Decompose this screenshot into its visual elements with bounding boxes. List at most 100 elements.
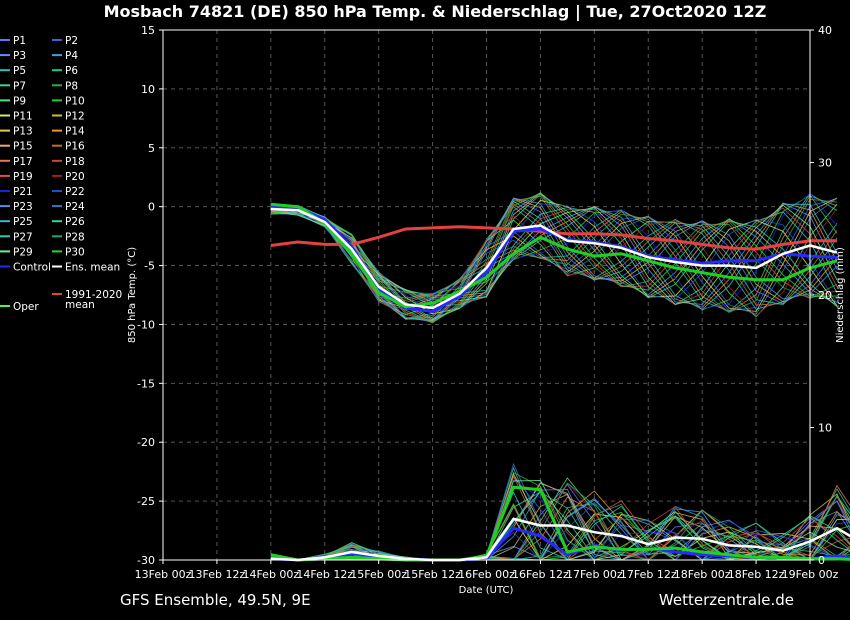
legend-label: P8	[65, 80, 78, 92]
y-left-tick-label: 5	[148, 142, 155, 155]
x-tick-label: 13Feb 12z	[189, 568, 246, 581]
legend-label: P3	[13, 50, 26, 62]
y-axis-left-label: 850 hPa Temp. (°C)	[127, 247, 138, 343]
legend-item: P8	[52, 80, 78, 92]
y-left-tick-label: -15	[137, 377, 155, 390]
chart-title: Mosbach 74821 (DE) 850 hPa Temp. & Niede…	[104, 2, 767, 22]
legend-item: P21	[0, 186, 33, 198]
x-tick-label: 17Feb 00z	[566, 568, 623, 581]
legend-item: P26	[52, 216, 85, 228]
legend-item: P13	[0, 126, 33, 138]
ens-mean-precip-line	[270, 517, 850, 562]
legend-label: P14	[65, 126, 85, 138]
temp-member-line	[270, 198, 838, 313]
y-right-tick-label: 0	[818, 554, 825, 567]
legend-item: P28	[52, 231, 85, 243]
legend-item: P20	[52, 171, 85, 183]
x-tick-label: 14Feb 00z	[242, 568, 299, 581]
legend-item: P23	[0, 201, 33, 213]
x-tick-label: 19Feb 00z	[782, 568, 839, 581]
legend-item: P5	[0, 65, 26, 77]
legend-item: P19	[0, 171, 33, 183]
temp-member-line	[270, 192, 838, 323]
y-left-tick-label: -5	[144, 260, 155, 273]
legend-label: P20	[65, 171, 85, 183]
legend-label: P28	[65, 231, 85, 243]
x-tick-label: 14Feb 12z	[296, 568, 353, 581]
y-left-tick-label: -20	[137, 436, 155, 449]
y-axis-right: 40 30 20 10 0	[810, 24, 832, 567]
legend-label: P10	[65, 95, 85, 107]
temp-member-line	[270, 207, 838, 306]
legend-item: P1	[0, 35, 26, 47]
y-right-tick-label: 20	[818, 289, 832, 302]
temp-member-line	[270, 204, 838, 305]
legend-label: P30	[65, 246, 85, 258]
legend-label: P25	[13, 216, 33, 228]
legend-label: P17	[13, 156, 33, 168]
main-series	[270, 202, 850, 562]
legend-label: P16	[65, 141, 85, 153]
y-left-tick-label: -10	[137, 318, 155, 331]
temp-member-line	[270, 203, 838, 313]
legend-label: P2	[65, 35, 78, 47]
legend-label: P29	[13, 246, 33, 258]
y-right-tick-label: 30	[818, 157, 832, 170]
legend-item: P25	[0, 216, 33, 228]
temp-member-line	[270, 204, 838, 317]
x-tick-label: 18Feb 00z	[674, 568, 731, 581]
legend-item: P10	[52, 95, 85, 107]
legend-label: 1991-2020	[65, 289, 122, 301]
legend-label: P27	[13, 231, 33, 243]
x-tick-label: 16Feb 00z	[458, 568, 515, 581]
legend-item: P14	[52, 126, 85, 138]
legend-item: Ens. mean	[52, 262, 120, 274]
legend-label: Oper	[13, 301, 39, 313]
legend-item: P15	[0, 141, 33, 153]
legend-label: P19	[13, 171, 33, 183]
precip-member-line	[270, 479, 850, 561]
legend-label: Ens. mean	[65, 262, 120, 274]
legend-label: Control	[13, 262, 51, 274]
x-axis-label: Date (UTC)	[459, 585, 514, 596]
y-left-tick-label: -25	[137, 495, 155, 508]
legend-label: P9	[13, 95, 26, 107]
oper-temp-line	[270, 202, 838, 309]
x-tick-label: 15Feb 12z	[404, 568, 461, 581]
legend-item: P30	[52, 246, 85, 258]
legend-item: P24	[52, 201, 85, 213]
y-axis-right-label: Niederschlag (mm)	[835, 247, 846, 343]
precip-member-line	[270, 491, 850, 561]
y-right-tick-label: 40	[818, 24, 832, 37]
temp-member-line	[270, 193, 838, 324]
legend-item: P6	[52, 65, 78, 77]
legend-label: P7	[13, 80, 26, 92]
legend-item: P11	[0, 111, 33, 123]
legend-item: P9	[0, 95, 26, 107]
y-axis-left: 15 10 5 0 -5 -10 -15 -20 -25 -30	[137, 24, 163, 567]
legend-label: P23	[13, 201, 33, 213]
y-left-tick-label: 15	[141, 24, 155, 37]
legend: P1 P2 P3 P4 P5 P6 P7 P8 P9 P10 P11 P12 P13 P14 P15 P16 P…	[0, 35, 122, 313]
legend-item: P29	[0, 246, 33, 258]
legend-label: P15	[13, 141, 33, 153]
temp-member-line	[270, 197, 838, 323]
legend-label: P6	[65, 65, 78, 77]
precip-member-line	[270, 502, 850, 561]
x-tick-label: 16Feb 12z	[512, 568, 569, 581]
legend-label: P22	[65, 186, 85, 198]
x-tick-label: 18Feb 12z	[728, 568, 785, 581]
legend-label: P24	[65, 201, 85, 213]
legend-item: P27	[0, 231, 33, 243]
legend-item: P2	[52, 35, 78, 47]
legend-item: P4	[52, 50, 78, 62]
y-left-tick-label: -30	[137, 554, 155, 567]
x-tick-label: 13Feb 00z	[135, 568, 192, 581]
legend-label: P13	[13, 126, 33, 138]
x-tick-label: 15Feb 00z	[350, 568, 407, 581]
legend-label: P12	[65, 111, 85, 123]
footer-source: GFS Ensemble, 49.5N, 9E	[120, 591, 311, 609]
